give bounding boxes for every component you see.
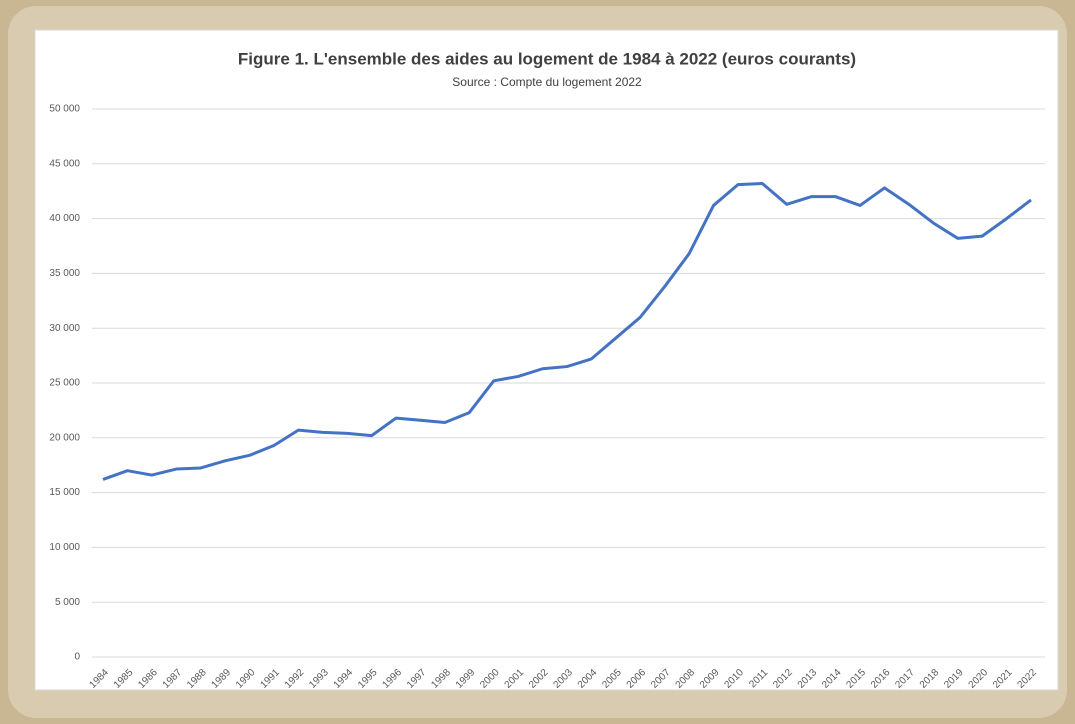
data-line: [102, 182, 1032, 481]
chart-subtitle: Source : Compte du logement 2022: [452, 75, 642, 89]
y-tick-label: 20 000: [49, 432, 80, 443]
chart-area: [34, 29, 1059, 691]
y-tick-label: 40 000: [49, 213, 80, 224]
chart-title: Figure 1. L'ensemble des aides au logeme…: [238, 49, 856, 68]
y-tick-label: 35 000: [49, 268, 80, 279]
y-tick-label: 45 000: [49, 158, 80, 169]
y-tick-label: 30 000: [49, 323, 80, 334]
y-tick-label: 25 000: [49, 378, 80, 389]
y-tick-label: 50 000: [49, 104, 80, 115]
y-tick-label: 0: [74, 652, 80, 663]
y-tick-label: 5 000: [55, 597, 80, 608]
y-tick-label: 10 000: [49, 542, 80, 553]
y-tick-label: 15 000: [49, 487, 80, 498]
